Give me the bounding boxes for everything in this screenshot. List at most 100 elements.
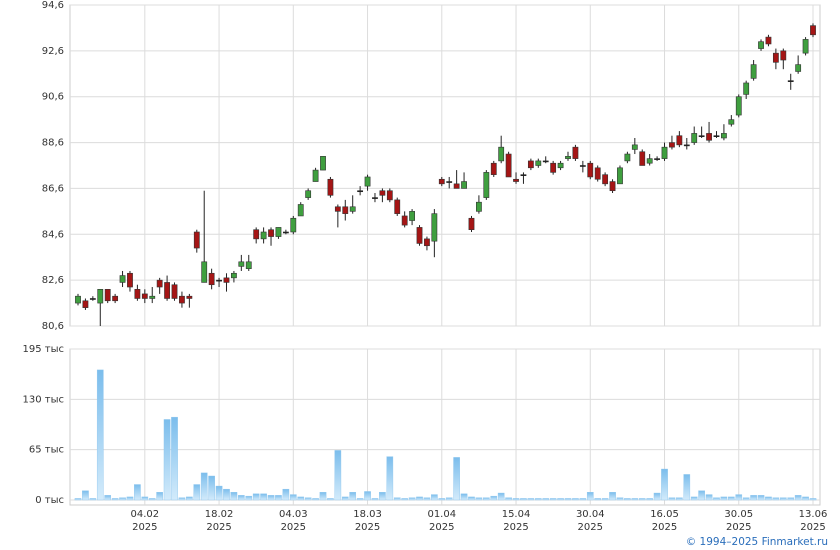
volume-bar [297, 496, 305, 501]
candle-body [104, 289, 111, 302]
candle-body [728, 119, 735, 125]
volume-bar [809, 498, 817, 501]
candle-body [624, 153, 631, 162]
candle-body [594, 167, 601, 180]
volume-bar [275, 495, 282, 501]
volume-bar [705, 494, 713, 501]
candle-body [164, 282, 170, 299]
candle-body [386, 190, 393, 201]
candle-body [446, 181, 453, 183]
candle-body [409, 211, 415, 221]
candle-body [468, 217, 475, 231]
candle-body [297, 204, 304, 217]
volume-bar [208, 475, 215, 501]
volume-bar [609, 492, 616, 501]
y-tick-label: 94,6 [42, 0, 64, 11]
volume-bar [713, 497, 720, 501]
candle-body [290, 217, 297, 233]
candle-body [193, 231, 200, 249]
y-tick-label: 0 тыс [35, 495, 64, 506]
volume-bar [490, 495, 498, 501]
candle-body [579, 165, 586, 167]
volume-bar [379, 492, 386, 501]
volume-bar [327, 498, 334, 501]
candle-body [765, 36, 772, 45]
volume-bar [111, 498, 119, 501]
x-tick-label: 04.03 2025 [279, 509, 308, 533]
candle-body [208, 272, 215, 286]
candle-body [179, 295, 185, 304]
volume-bar [772, 497, 780, 501]
volume-bar [520, 498, 527, 501]
volume-bar [468, 496, 475, 501]
candle-body [282, 231, 289, 234]
volume-bar [134, 484, 141, 501]
volume-bar [438, 498, 446, 501]
candle-body [691, 133, 698, 143]
volume-bar [668, 497, 676, 501]
volume-bar [638, 498, 646, 501]
candle-body [461, 181, 467, 189]
volume-bar [431, 494, 438, 501]
volume-bar [289, 494, 297, 501]
candle-body [787, 80, 794, 82]
footer-link[interactable]: © 1994–2025 Finmarket.ru [686, 536, 828, 548]
volume-bar [304, 497, 312, 501]
volume-bar [720, 496, 728, 501]
y-tick-label: 80,6 [42, 321, 64, 332]
candle-body [476, 201, 482, 212]
volume-bar [186, 496, 193, 501]
volume-bar [74, 498, 82, 501]
candle-body [253, 229, 260, 240]
candle-body [735, 96, 742, 116]
volume-bar [349, 492, 357, 501]
candle-body [676, 135, 683, 146]
candle-body [416, 227, 423, 244]
volume-bar [779, 497, 787, 501]
candle-body [617, 167, 623, 185]
candle-body [795, 64, 802, 72]
y-tick-label: 65 тыс [29, 445, 64, 456]
volume-bar [453, 457, 460, 501]
candle-body [379, 190, 386, 196]
volume-bar [624, 498, 631, 501]
volume-bar [223, 488, 230, 501]
candle-body [171, 284, 178, 299]
candle-body [245, 261, 252, 269]
volume-bar [282, 488, 290, 501]
volume-bar [408, 497, 416, 501]
volume-bar [676, 497, 683, 501]
candle-body [706, 133, 712, 141]
volume-bar [505, 497, 512, 501]
volume-bar [661, 468, 668, 501]
candle-body [438, 178, 445, 185]
candle-body [357, 190, 364, 193]
volume-bar [252, 493, 260, 501]
volume-bar [802, 496, 809, 501]
volume-bar [89, 498, 97, 501]
candle-body [305, 190, 312, 198]
volume-bar [171, 416, 178, 501]
candle-body [535, 160, 542, 166]
y-tick-label: 90,6 [42, 92, 64, 103]
volume-bar [178, 497, 186, 501]
volume-bar [534, 498, 542, 501]
candle-body [149, 295, 156, 299]
candle-body [334, 206, 341, 212]
volume-bar [653, 492, 661, 501]
volume-bar [319, 492, 327, 501]
y-tick-label: 130 тыс [23, 394, 64, 405]
volume-bar [757, 495, 765, 501]
candle-body [364, 176, 371, 187]
candle-body [527, 160, 534, 169]
volume-bar [690, 496, 698, 501]
candle-body [683, 144, 690, 147]
x-tick-label: 13.06 2025 [799, 509, 828, 533]
volume-bar [542, 498, 550, 501]
y-tick-label: 92,6 [42, 46, 64, 57]
volume-bar [475, 497, 483, 501]
candle-body [743, 82, 750, 95]
candle-body [275, 227, 282, 237]
volume-bar [445, 497, 453, 501]
volume-bar [104, 495, 112, 501]
